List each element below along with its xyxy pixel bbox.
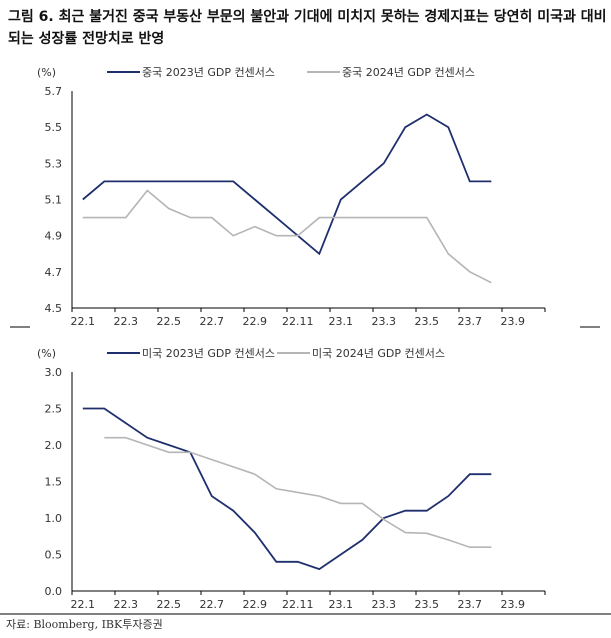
series-line — [82, 189, 492, 284]
x-tick-label: 22.5 — [157, 315, 182, 328]
x-tick-label: 23.3 — [372, 315, 397, 328]
y-tick-label: 5.3 — [45, 157, 63, 170]
x-tick-label: 22.5 — [157, 598, 182, 611]
y-tick-label: 3.0 — [45, 366, 63, 379]
series-line — [82, 407, 492, 571]
x-tick-label: 23.1 — [329, 598, 354, 611]
x-tick-label: 22.7 — [200, 598, 225, 611]
legend-label: 중국 2024년 GDP 컨센서스 — [342, 66, 475, 79]
x-tick-label: 23.3 — [372, 598, 397, 611]
y-tick-label: 0.0 — [45, 585, 63, 598]
x-tick-label: 23.7 — [458, 598, 483, 611]
y-tick-label: 2.0 — [45, 439, 63, 452]
x-tick-label: 23.1 — [329, 315, 354, 328]
legend-label: 미국 2023년 GDP 컨센서스 — [142, 347, 275, 360]
y-tick-label: 4.5 — [45, 302, 63, 315]
x-tick-label: 23.9 — [501, 598, 526, 611]
x-tick-label: 23.5 — [415, 598, 440, 611]
x-tick-label: 22.1 — [71, 598, 96, 611]
y-tick-label: 5.5 — [45, 121, 63, 134]
x-tick-label: 22.7 — [200, 315, 225, 328]
source-note: 자료: Bloomberg, IBK투자증권 — [6, 618, 163, 631]
unit-label: (%) — [37, 347, 56, 360]
x-tick-label: 22.3 — [114, 315, 139, 328]
x-tick-label: 22.1 — [71, 315, 96, 328]
legend-label: 미국 2024년 GDP 컨센서스 — [312, 347, 445, 360]
y-tick-label: 0.5 — [45, 549, 63, 562]
x-tick-label: 22.11 — [282, 315, 314, 328]
y-tick-label: 1.0 — [45, 512, 63, 525]
y-tick-label: 2.5 — [45, 403, 63, 416]
unit-label: (%) — [37, 66, 56, 79]
x-tick-label: 23.9 — [501, 315, 526, 328]
x-tick-label: 22.9 — [243, 598, 268, 611]
y-tick-label: 5.7 — [45, 85, 63, 98]
y-tick-label: 4.9 — [45, 230, 63, 243]
x-tick-label: 22.3 — [114, 598, 139, 611]
figure-title: 그림 6. 최근 불거진 중국 부동산 부문의 불안과 기대에 미치지 못하는 … — [8, 9, 607, 47]
series-line — [82, 113, 492, 256]
legend-label: 중국 2023년 GDP 컨센서스 — [142, 66, 275, 79]
y-tick-label: 4.7 — [45, 266, 63, 279]
y-tick-label: 1.5 — [45, 476, 63, 489]
series-line — [104, 436, 492, 549]
x-tick-label: 22.9 — [243, 315, 268, 328]
x-tick-label: 22.11 — [282, 598, 314, 611]
x-tick-label: 23.7 — [458, 315, 483, 328]
y-tick-label: 5.1 — [45, 194, 63, 207]
x-tick-label: 23.5 — [415, 315, 440, 328]
